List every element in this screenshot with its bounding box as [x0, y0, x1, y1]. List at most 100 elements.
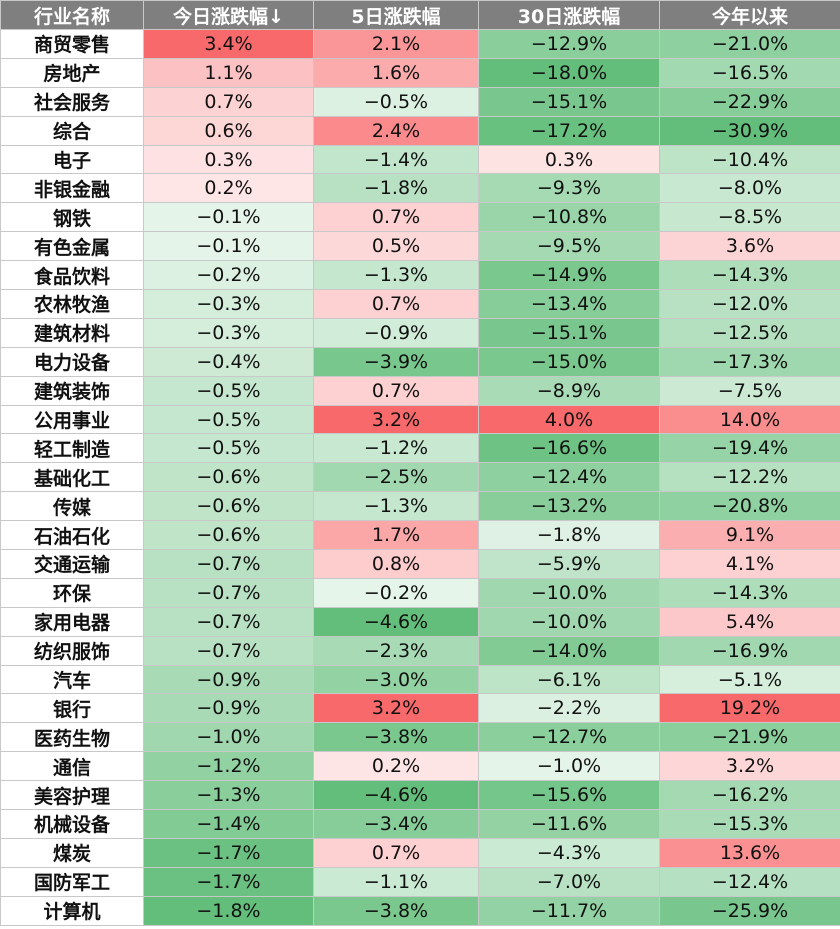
ytd-change-cell: 3.2% [659, 751, 840, 782]
5day-change-cell: 0.7% [313, 375, 479, 406]
30day-change-cell: −7.0% [478, 866, 660, 897]
industry-name-cell: 建筑材料 [0, 317, 144, 348]
table-row: 煤炭 −1.7% 0.7% −4.3% 13.6% [0, 837, 840, 868]
5day-change-cell: −1.1% [313, 866, 479, 897]
30day-change-cell: −12.4% [478, 462, 660, 493]
industry-name-cell: 钢铁 [0, 202, 144, 233]
industry-name-cell: 公用事业 [0, 404, 144, 435]
header-industry-name[interactable]: 行业名称 [0, 0, 144, 30]
30day-change-cell: −16.6% [478, 433, 660, 464]
table-row: 汽车 −0.9% −3.0% −6.1% −5.1% [0, 664, 840, 695]
today-change-cell: −1.7% [143, 866, 314, 897]
30day-change-cell: −17.2% [478, 115, 660, 146]
today-change-cell: −0.7% [143, 606, 314, 637]
5day-change-cell: −3.9% [313, 346, 479, 377]
industry-name-cell: 传媒 [0, 491, 144, 522]
ytd-change-cell: −12.5% [659, 317, 840, 348]
today-change-cell: 0.6% [143, 115, 314, 146]
ytd-change-cell: −17.3% [659, 346, 840, 377]
table-row: 环保 −0.7% −0.2% −10.0% −14.3% [0, 577, 840, 608]
30day-change-cell: −9.5% [478, 231, 660, 262]
industry-name-cell: 交通运输 [0, 549, 144, 579]
table-body: 商贸零售 3.4% 2.1% −12.9% −21.0% 房地产 1.1% 1.6% −18.0… [0, 29, 840, 926]
industry-name-cell: 纺织服饰 [0, 635, 144, 666]
header-5day-change[interactable]: 5日涨跌幅 [313, 0, 479, 30]
30day-change-cell: −12.9% [478, 29, 660, 59]
today-change-cell: −0.9% [143, 664, 314, 695]
30day-change-cell: 4.0% [478, 404, 660, 435]
today-change-cell: −1.2% [143, 751, 314, 782]
today-change-cell: −1.3% [143, 780, 314, 811]
ytd-change-cell: −16.5% [659, 57, 840, 88]
industry-name-cell: 商贸零售 [0, 29, 144, 59]
ytd-change-cell: −8.0% [659, 173, 840, 204]
header-today-change[interactable]: 今日涨跌幅↓ [143, 0, 314, 30]
industry-name-cell: 建筑装饰 [0, 375, 144, 406]
table-row: 综合 0.6% 2.4% −17.2% −30.9% [0, 115, 840, 146]
30day-change-cell: −1.0% [478, 751, 660, 782]
5day-change-cell: 2.4% [313, 115, 479, 146]
ytd-change-cell: −21.9% [659, 722, 840, 753]
table-row: 电力设备 −0.4% −3.9% −15.0% −17.3% [0, 346, 840, 377]
5day-change-cell: 0.5% [313, 231, 479, 262]
today-change-cell: −0.1% [143, 231, 314, 262]
5day-change-cell: −3.0% [313, 664, 479, 695]
table-row: 轻工制造 −0.5% −1.2% −16.6% −19.4% [0, 433, 840, 464]
5day-change-cell: −0.2% [313, 577, 479, 608]
ytd-change-cell: −30.9% [659, 115, 840, 146]
industry-name-cell: 社会服务 [0, 86, 144, 117]
5day-change-cell: −1.8% [313, 173, 479, 204]
today-change-cell: −0.3% [143, 289, 314, 319]
today-change-cell: −0.5% [143, 375, 314, 406]
30day-change-cell: −1.8% [478, 520, 660, 551]
header-ytd-change[interactable]: 今年以来 [659, 0, 840, 30]
today-change-cell: −1.8% [143, 895, 314, 926]
industry-name-cell: 机械设备 [0, 809, 144, 839]
30day-change-cell: −12.7% [478, 722, 660, 753]
table-row: 农林牧渔 −0.3% 0.7% −13.4% −12.0% [0, 289, 840, 319]
5day-change-cell: 1.6% [313, 57, 479, 88]
today-change-cell: −0.6% [143, 462, 314, 493]
table-row: 家用电器 −0.7% −4.6% −10.0% 5.4% [0, 606, 840, 637]
ytd-change-cell: −7.5% [659, 375, 840, 406]
header-30day-change[interactable]: 30日涨跌幅 [478, 0, 660, 30]
today-change-cell: −0.3% [143, 317, 314, 348]
industry-name-cell: 医药生物 [0, 722, 144, 753]
industry-name-cell: 煤炭 [0, 837, 144, 868]
industry-name-cell: 综合 [0, 115, 144, 146]
ytd-change-cell: 5.4% [659, 606, 840, 637]
5day-change-cell: 0.2% [313, 751, 479, 782]
5day-change-cell: −0.9% [313, 317, 479, 348]
table-row: 计算机 −1.8% −3.8% −11.7% −25.9% [0, 895, 840, 926]
5day-change-cell: 0.7% [313, 837, 479, 868]
5day-change-cell: −4.6% [313, 780, 479, 811]
industry-name-cell: 农林牧渔 [0, 289, 144, 319]
industry-name-cell: 非银金融 [0, 173, 144, 204]
ytd-change-cell: 4.1% [659, 549, 840, 579]
industry-name-cell: 环保 [0, 577, 144, 608]
today-change-cell: −0.6% [143, 491, 314, 522]
30day-change-cell: −10.0% [478, 606, 660, 637]
5day-change-cell: −4.6% [313, 606, 479, 637]
5day-change-cell: 2.1% [313, 29, 479, 59]
table-row: 美容护理 −1.3% −4.6% −15.6% −16.2% [0, 780, 840, 811]
table-row: 商贸零售 3.4% 2.1% −12.9% −21.0% [0, 29, 840, 59]
ytd-change-cell: −15.3% [659, 809, 840, 839]
5day-change-cell: −2.3% [313, 635, 479, 666]
industry-name-cell: 房地产 [0, 57, 144, 88]
ytd-change-cell: −19.4% [659, 433, 840, 464]
today-change-cell: 0.3% [143, 144, 314, 175]
industry-name-cell: 美容护理 [0, 780, 144, 811]
30day-change-cell: −13.2% [478, 491, 660, 522]
ytd-change-cell: 14.0% [659, 404, 840, 435]
5day-change-cell: 3.2% [313, 404, 479, 435]
30day-change-cell: −4.3% [478, 837, 660, 868]
table-row: 基础化工 −0.6% −2.5% −12.4% −12.2% [0, 462, 840, 493]
5day-change-cell: 1.7% [313, 520, 479, 551]
ytd-change-cell: −20.8% [659, 491, 840, 522]
table-row: 非银金融 0.2% −1.8% −9.3% −8.0% [0, 173, 840, 204]
ytd-change-cell: 9.1% [659, 520, 840, 551]
5day-change-cell: −2.5% [313, 462, 479, 493]
5day-change-cell: −3.8% [313, 895, 479, 926]
